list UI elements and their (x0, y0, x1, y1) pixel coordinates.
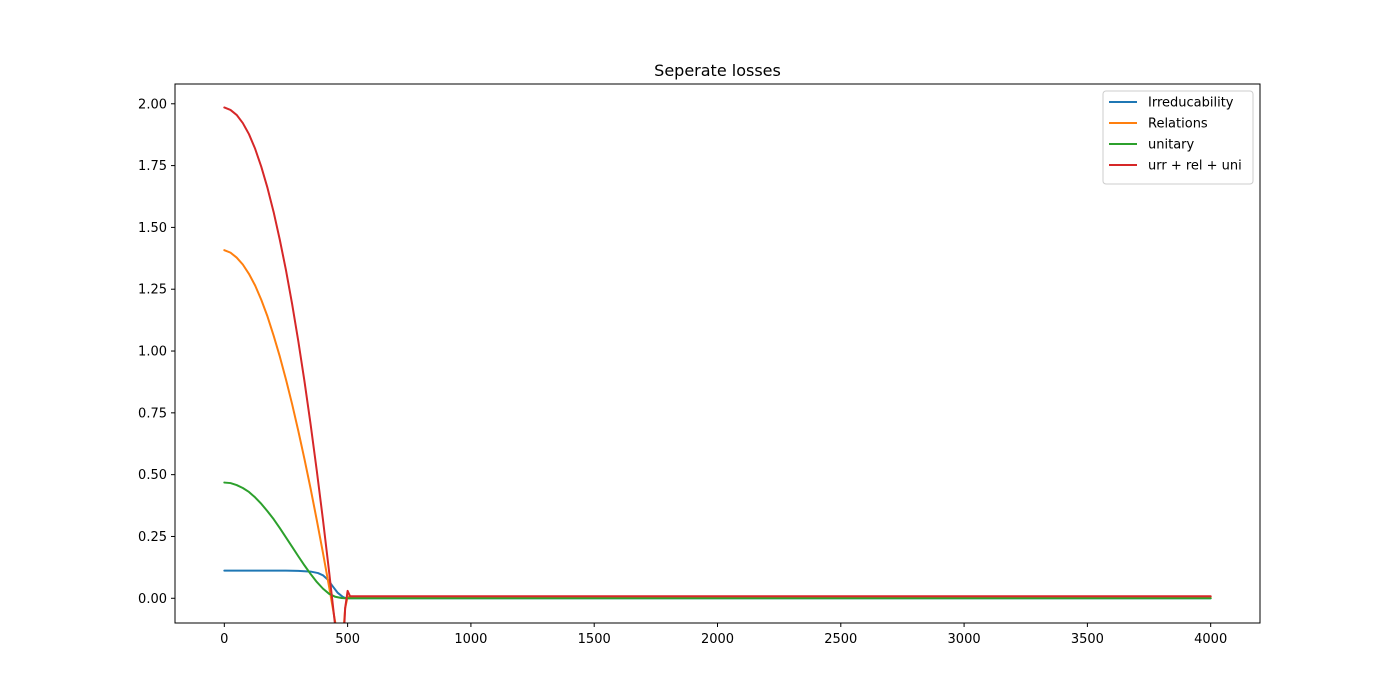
lines-layer (223, 106, 1212, 623)
x-tick-label: 4000 (1194, 632, 1227, 647)
x-tick-label: 2000 (701, 632, 734, 647)
y-axis: 0.00 0.25 0.50 0.75 1.00 1.25 1.50 1.75 2.00 (138, 97, 175, 607)
x-tick-label: 500 (335, 632, 360, 647)
x-tick-label: 3500 (1071, 632, 1104, 647)
chart-title: Seperate losses (654, 61, 781, 80)
legend-label-3: urr + rel + uni (1148, 159, 1242, 174)
x-tick-label: 0 (220, 632, 228, 647)
x-tick-label: 1000 (454, 632, 487, 647)
series-line-2 (223, 481, 1212, 600)
y-tick-label: 2.00 (138, 97, 167, 112)
y-tick-label: 1.75 (138, 159, 167, 174)
legend: Irreducability Relations unitary urr + rel … (1102, 90, 1254, 185)
y-tick-label: 0.00 (138, 592, 167, 607)
y-tick-label: 0.50 (138, 468, 167, 483)
y-tick-label: 0.75 (138, 406, 167, 421)
legend-label-2: unitary (1148, 138, 1194, 153)
x-axis: 0 500 1000 1500 2000 2500 3000 3500 4000 (220, 623, 1227, 647)
x-tick-label: 1500 (578, 632, 611, 647)
legend-label-1: Relations (1148, 117, 1208, 132)
x-tick-label: 2500 (824, 632, 857, 647)
legend-label-0: Irreducability (1148, 96, 1234, 111)
legend-box (1102, 90, 1254, 185)
y-tick-label: 1.00 (138, 345, 167, 360)
y-tick-label: 1.50 (138, 221, 167, 236)
x-tick-label: 3000 (948, 632, 981, 647)
y-tick-label: 0.25 (138, 530, 167, 545)
y-tick-label: 1.25 (138, 283, 167, 298)
series-line-3 (223, 106, 1212, 623)
